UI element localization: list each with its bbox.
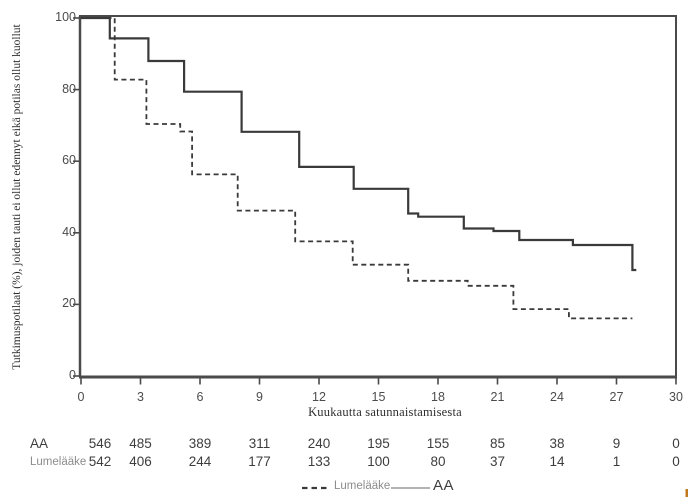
risk-count-lumelääke-m18: 80 [430, 454, 446, 469]
x-tick-label: 18 [431, 390, 445, 404]
risk-count-lumelääke-m6: 244 [188, 454, 212, 469]
curve-aa [81, 16, 637, 272]
x-tick-label: 9 [256, 390, 263, 404]
risk-count-lumelääke-m3: 406 [129, 454, 152, 469]
scan-artifact [685, 489, 688, 497]
risk-count-lumelääke-m27: 1 [612, 454, 621, 469]
curve-lumelääke [81, 17, 633, 320]
risk-count-aa-m18: 155 [426, 436, 450, 451]
legend-label-lumelaake: Lumelääke [334, 480, 391, 492]
risk-row-label-aa: AA [30, 436, 49, 451]
y-tick-label: 100 [55, 10, 76, 24]
x-tick-label: 3 [137, 390, 144, 404]
risk-count-aa-m21: 85 [489, 436, 505, 451]
risk-count-aa-m6: 389 [188, 436, 212, 451]
x-axis-title: Kuukautta satunnaistamisesta [308, 405, 462, 419]
risk-row-label-lumelaake: Lumelääke [30, 456, 87, 468]
y-tick-label: 60 [62, 153, 76, 168]
risk-count-aa-m30: 0 [672, 436, 680, 451]
y-tick-label: 40 [62, 224, 76, 239]
risk-count-lumelääke-m9: 177 [248, 454, 271, 469]
risk-count-lumelääke-m0: 542 [88, 454, 112, 469]
risk-count-aa-m27: 9 [612, 436, 621, 451]
x-tick-label: 0 [77, 390, 85, 404]
survival-curves [81, 16, 637, 320]
risk-count-lumelääke-m30: 0 [672, 454, 680, 469]
x-tick-label: 12 [312, 390, 326, 404]
x-tick-label: 6 [196, 390, 204, 404]
risk-count-aa-m9: 311 [248, 436, 271, 451]
risk-count-aa-m0: 546 [88, 436, 112, 451]
x-tick-label: 30 [669, 390, 683, 404]
risk-count-lumelääke-m24: 14 [549, 454, 565, 469]
risk-count-aa-m12: 240 [307, 436, 331, 451]
risk-count-aa-m3: 485 [129, 436, 152, 451]
risk-count-aa-m15: 195 [367, 436, 390, 451]
x-tick-label: 24 [550, 390, 564, 404]
risk-count-aa-m24: 38 [549, 436, 565, 451]
risk-count-lumelääke-m21: 37 [489, 454, 505, 469]
tick-marks [73, 17, 677, 385]
x-tick-label: 15 [371, 390, 386, 404]
plot-border [79, 15, 677, 378]
x-tick-label: 27 [609, 390, 624, 404]
y-tick-label: 0 [69, 368, 76, 382]
risk-count-lumelääke-m15: 100 [367, 454, 390, 469]
y-axis-title: Tutkimuspotilaat (%), joiden tauti ei ol… [11, 24, 23, 370]
risk-count-lumelääke-m12: 133 [307, 454, 331, 469]
y-tick-label: 20 [62, 296, 76, 311]
x-tick-label: 21 [490, 390, 505, 404]
legend-label-aa: AA [433, 477, 455, 494]
y-tick-label: 80 [62, 81, 76, 96]
